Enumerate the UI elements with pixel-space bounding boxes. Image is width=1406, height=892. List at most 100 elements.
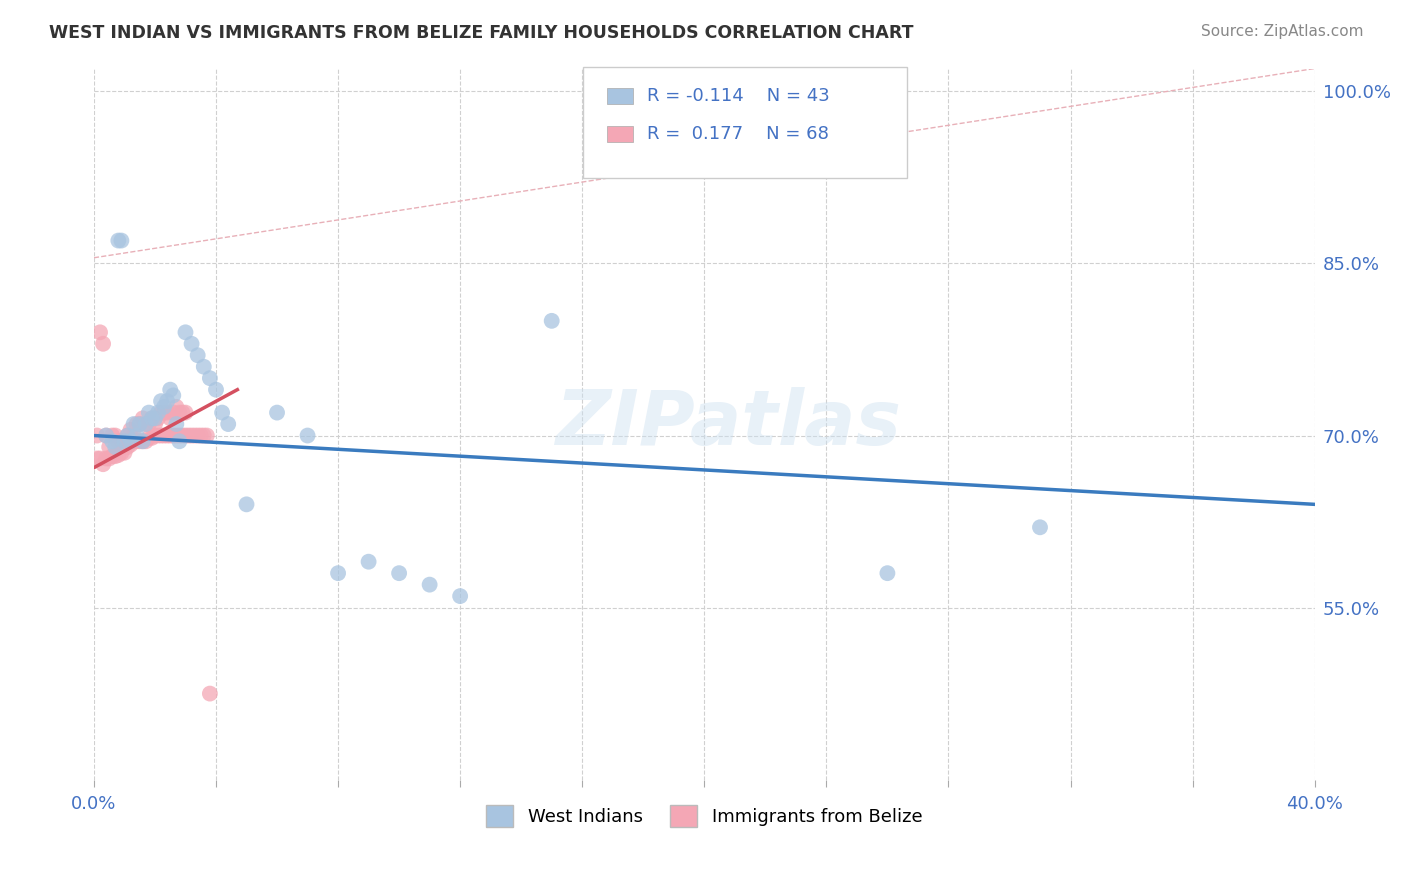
Point [89, 326, 111, 340]
Point [156, 394, 179, 409]
Point [150, 394, 173, 409]
Point [122, 428, 145, 442]
Point [114, 434, 136, 449]
Point [114, 434, 136, 449]
Point [104, 440, 127, 454]
Point [193, 359, 215, 374]
Point [297, 428, 319, 442]
Point [122, 417, 145, 431]
Point [132, 434, 155, 449]
Point [125, 434, 148, 449]
Point [162, 406, 184, 420]
Point [183, 428, 205, 442]
Point [159, 383, 181, 397]
Point [174, 326, 197, 340]
Point [217, 417, 239, 431]
Text: Source: ZipAtlas.com: Source: ZipAtlas.com [1201, 24, 1364, 39]
Point [107, 448, 129, 462]
Point [138, 406, 160, 420]
Point [174, 406, 197, 420]
Point [143, 417, 166, 431]
Point [187, 428, 209, 442]
Point [174, 428, 197, 442]
Point [128, 417, 150, 431]
Point [101, 434, 124, 449]
Point [153, 428, 176, 442]
Point [104, 449, 127, 463]
Point [135, 417, 157, 431]
Point [540, 314, 562, 328]
Point [146, 406, 169, 420]
Point [153, 400, 176, 414]
Point [94, 428, 117, 442]
Point [156, 428, 179, 442]
Point [122, 434, 145, 449]
Text: WEST INDIAN VS IMMIGRANTS FROM BELIZE FAMILY HOUSEHOLDS CORRELATION CHART: WEST INDIAN VS IMMIGRANTS FROM BELIZE FA… [49, 24, 914, 42]
Point [132, 411, 155, 425]
Point [141, 431, 163, 445]
Point [138, 417, 160, 431]
Point [180, 428, 202, 442]
Point [169, 434, 191, 449]
Point [1029, 520, 1052, 534]
Point [128, 434, 150, 449]
Point [165, 428, 187, 442]
Point [177, 428, 200, 442]
Point [146, 428, 169, 442]
Point [388, 566, 411, 581]
Text: R =  0.177    N = 68: R = 0.177 N = 68 [647, 125, 828, 143]
Point [169, 406, 191, 420]
Point [91, 457, 114, 471]
Point [143, 428, 166, 442]
Point [326, 566, 349, 581]
Point [150, 406, 173, 420]
Point [143, 411, 166, 425]
Point [162, 388, 184, 402]
Point [150, 428, 173, 442]
Point [120, 434, 142, 449]
Point [138, 431, 160, 445]
Point [172, 428, 194, 442]
Point [104, 428, 127, 442]
Point [101, 428, 124, 442]
Point [419, 577, 441, 591]
Point [125, 417, 148, 431]
Point [180, 336, 202, 351]
Point [187, 348, 209, 362]
Point [107, 434, 129, 449]
Point [120, 438, 142, 452]
Point [169, 428, 191, 442]
Point [110, 434, 132, 449]
Point [94, 451, 117, 466]
Point [101, 449, 124, 463]
Point [357, 555, 380, 569]
Point [193, 428, 215, 442]
Point [141, 411, 163, 425]
Y-axis label: Family Households: Family Households [0, 340, 8, 508]
Point [132, 434, 155, 449]
Point [195, 428, 218, 442]
Point [211, 406, 233, 420]
Point [110, 446, 132, 460]
Point [110, 234, 132, 248]
Point [128, 417, 150, 431]
Point [159, 428, 181, 442]
Point [86, 451, 108, 466]
Point [165, 400, 187, 414]
Point [117, 440, 139, 454]
Text: R = -0.114    N = 43: R = -0.114 N = 43 [647, 87, 830, 105]
Point [86, 428, 108, 442]
Point [141, 411, 163, 425]
Point [146, 411, 169, 425]
Point [159, 411, 181, 425]
Point [89, 451, 111, 466]
Point [205, 383, 228, 397]
Point [114, 446, 136, 460]
Point [117, 428, 139, 442]
Point [120, 423, 142, 437]
Point [156, 406, 179, 420]
Point [135, 417, 157, 431]
Point [135, 434, 157, 449]
Point [190, 428, 212, 442]
Point [162, 428, 184, 442]
